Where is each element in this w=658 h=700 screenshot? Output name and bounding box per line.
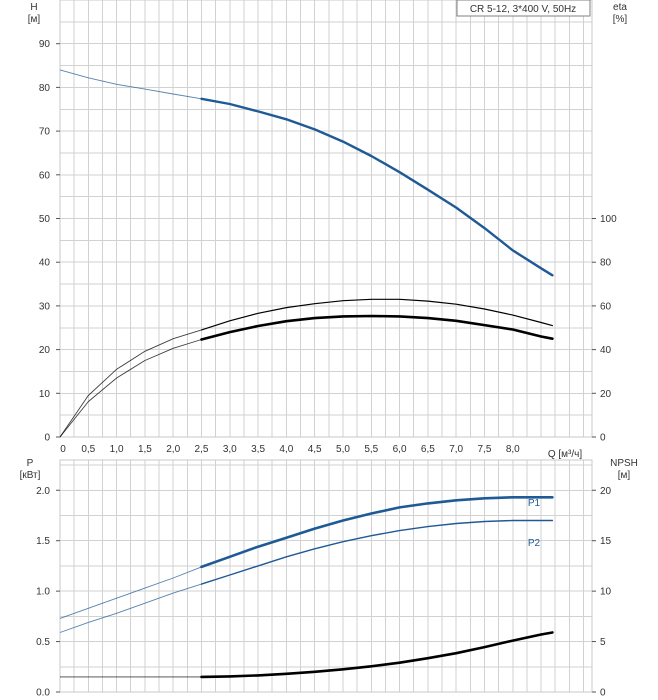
- top-series-0-line: [200, 97, 554, 277]
- bottom-right-tick-label: 0: [600, 688, 606, 699]
- eta-axis-label: eta: [613, 2, 627, 13]
- top-series-1-line: [200, 314, 554, 341]
- top-left-tick-label: 50: [39, 214, 51, 225]
- bottom-left-tick-label: 1.0: [36, 587, 50, 598]
- bottom-right-tick-label: 5: [600, 637, 606, 648]
- performance-panel: 0 10 20 30 40 50 60 70 80 90 0 20 40 60 80 100 0 0,5 1,0 1,…: [28, 0, 628, 460]
- p-axis-label: P: [27, 458, 34, 469]
- top-series-0-extrapolated: [59, 69, 202, 100]
- npsh-axis-label: NPSH: [610, 458, 638, 469]
- bottom-right-tick-label: 10: [600, 587, 612, 598]
- h-axis-unit: [м]: [28, 14, 41, 25]
- p2-series-label: P2: [528, 538, 541, 549]
- x-tick-label: 2,0: [166, 444, 180, 455]
- top-left-tick-label: 0: [44, 433, 50, 444]
- top-left-tick-label: 60: [39, 170, 51, 181]
- bottom-series-1-line: [200, 519, 554, 585]
- bottom-plot-frame: [59, 459, 593, 693]
- bottom-series-1-extrapolated: [59, 583, 202, 633]
- bottom-series-2-line: [200, 631, 554, 679]
- x-tick-label: 0: [60, 444, 66, 455]
- x-tick-label: 6,0: [393, 444, 407, 455]
- x-tick-label: 7,5: [478, 444, 492, 455]
- top-left-tick-label: 80: [39, 83, 51, 94]
- bottom-left-tick-label: 2.0: [36, 486, 50, 497]
- x-tick-label: 3,5: [251, 444, 265, 455]
- top-right-tick-label: 40: [600, 345, 612, 356]
- top-right-tick-label: 0: [600, 433, 606, 444]
- q-axis-label: Q [м³/ч]: [548, 449, 583, 460]
- legend-text: CR 5-12, 3*400 V, 50Hz: [470, 4, 576, 15]
- power-panel: 0.0 0.5 1.0 1.5 2.0 0 5 10 15 20 P [кВт] NPSH [м]…: [20, 458, 638, 699]
- top-right-tick-label: 20: [600, 389, 612, 400]
- top-left-tick-label: 70: [39, 127, 51, 138]
- npsh-axis-unit: [м]: [618, 470, 631, 481]
- p-axis-unit: [кВт]: [20, 470, 41, 481]
- x-tick-label: 2,5: [195, 444, 209, 455]
- legend-box: [456, 0, 591, 17]
- top-left-tick-label: 40: [39, 258, 51, 269]
- bottom-left-tick-label: 0.5: [36, 637, 50, 648]
- h-axis-label: H: [30, 2, 37, 13]
- top-series-2-extrapolated: [59, 329, 202, 438]
- top-right-tick-label: 100: [600, 214, 617, 225]
- x-tick-label: 4,0: [279, 444, 293, 455]
- x-tick-label: 4,5: [308, 444, 322, 455]
- top-left-tick-label: 20: [39, 345, 51, 356]
- p1-series-label: P1: [528, 498, 541, 509]
- x-tick-label: 3,0: [223, 444, 237, 455]
- top-left-tick-label: 90: [39, 39, 51, 50]
- bottom-left-tick-label: 1.5: [36, 536, 50, 547]
- x-tick-label: 5,0: [336, 444, 350, 455]
- top-series-1-extrapolated: [59, 339, 202, 438]
- top-left-tick-label: 30: [39, 301, 51, 312]
- top-right-tick-label: 80: [600, 258, 612, 269]
- x-tick-label: 0,5: [81, 444, 95, 455]
- x-tick-label: 6,5: [421, 444, 435, 455]
- top-series-2-line: [200, 298, 554, 331]
- bottom-series-0-line: [200, 495, 554, 569]
- top-left-tick-label: 10: [39, 389, 51, 400]
- x-tick-label: 1,5: [138, 444, 152, 455]
- x-tick-label: 8,0: [506, 444, 520, 455]
- x-tick-label: 1,0: [110, 444, 124, 455]
- top-right-tick-label: 60: [600, 301, 612, 312]
- bottom-series-0-extrapolated: [59, 566, 202, 619]
- bottom-right-tick-label: 20: [600, 486, 612, 497]
- bottom-right-tick-label: 15: [600, 536, 612, 547]
- x-tick-label: 7,0: [449, 444, 463, 455]
- bottom-left-tick-label: 0.0: [36, 688, 50, 699]
- eta-axis-unit: [%]: [613, 14, 628, 25]
- x-tick-label: 5,5: [364, 444, 378, 455]
